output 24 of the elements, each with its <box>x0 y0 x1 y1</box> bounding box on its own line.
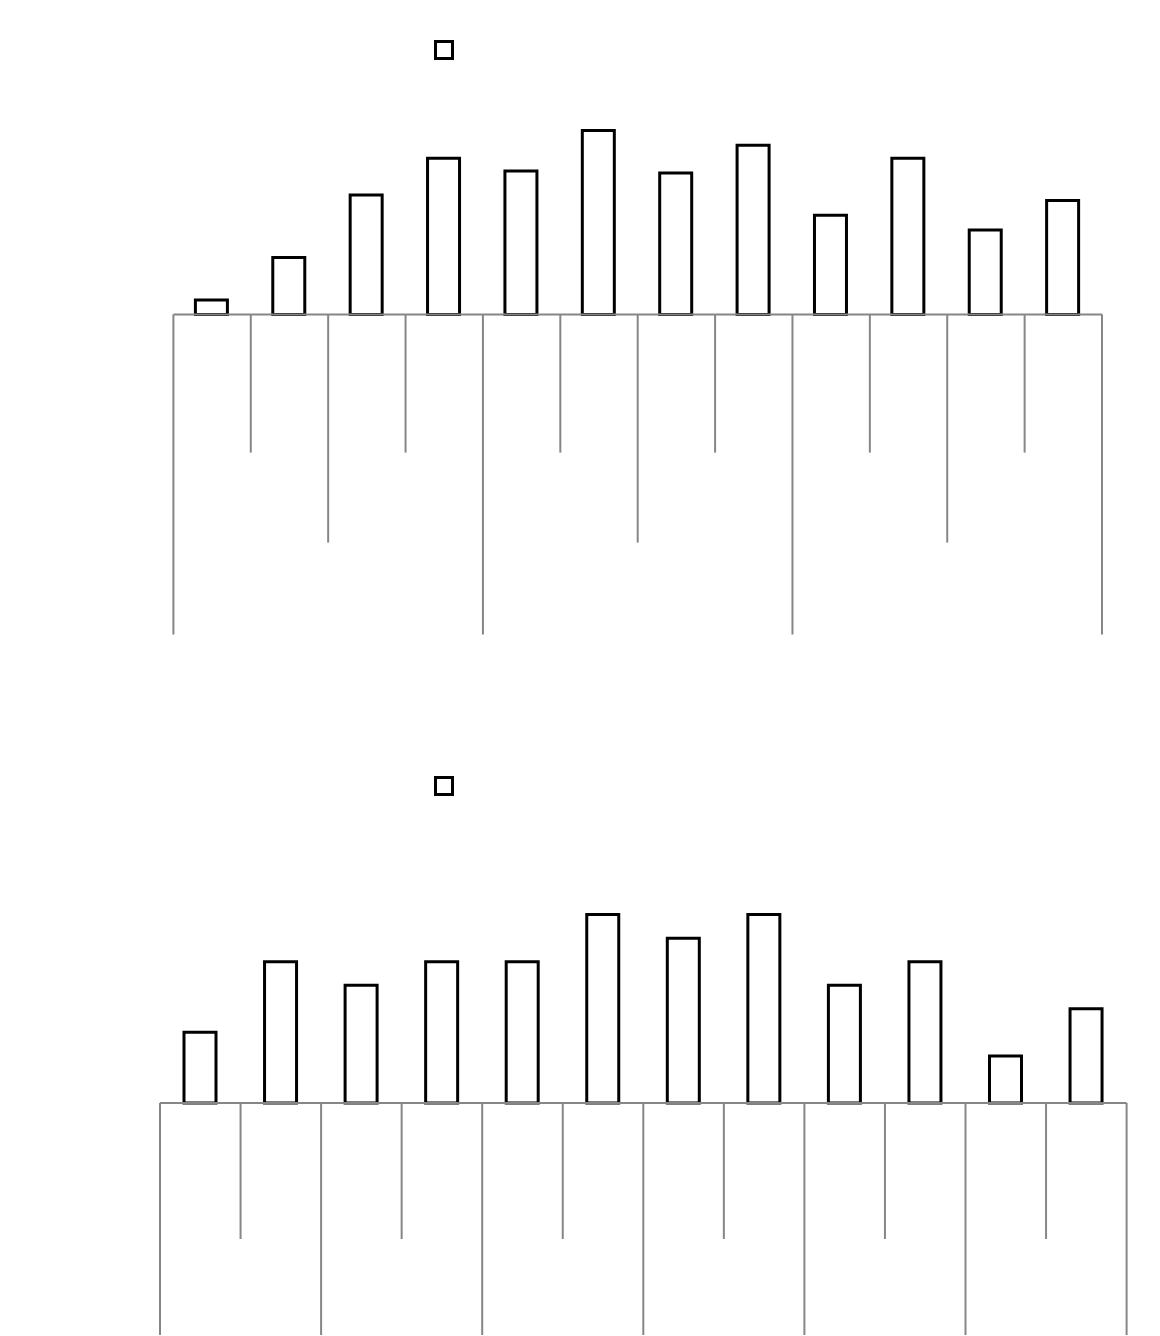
bar <box>967 228 1003 317</box>
bar <box>658 171 694 317</box>
bar <box>193 298 229 317</box>
bar <box>826 983 862 1105</box>
bar <box>580 129 616 317</box>
bar <box>735 143 771 317</box>
bar <box>585 913 621 1105</box>
bar <box>426 156 462 317</box>
bar <box>1045 199 1081 317</box>
bar <box>348 193 384 317</box>
bar <box>271 256 307 317</box>
bar <box>424 960 460 1105</box>
bar <box>263 960 299 1105</box>
bar <box>503 169 539 317</box>
bar <box>988 1054 1023 1105</box>
bar <box>665 936 701 1105</box>
bar <box>890 156 926 317</box>
bar <box>1068 1007 1104 1105</box>
bar <box>812 213 848 317</box>
bar <box>343 983 379 1105</box>
bar <box>182 1030 218 1105</box>
bar <box>746 913 782 1105</box>
bar <box>907 960 943 1105</box>
bar <box>504 960 540 1105</box>
